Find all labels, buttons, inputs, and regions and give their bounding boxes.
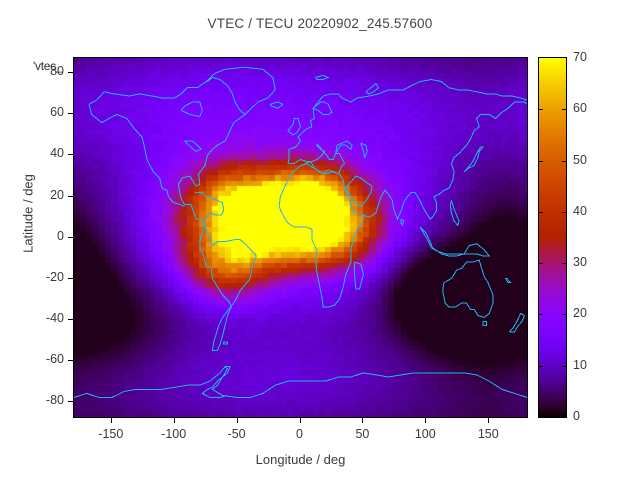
coastline-segment-10	[354, 101, 527, 221]
y-tick-label-20: 20	[50, 187, 64, 202]
y-tick-label--60: -60	[45, 351, 64, 366]
coastline-segment-0	[88, 66, 276, 222]
y-tick-label-80: 80	[50, 64, 64, 79]
coastline-segment-15	[509, 312, 526, 333]
coastline-segment-7	[287, 144, 346, 175]
x-tick-label-150: 150	[477, 427, 499, 441]
coastline-segment-8	[335, 140, 353, 154]
coastline-segment-24	[269, 101, 284, 109]
vtec-heatmap-canvas	[74, 58, 527, 417]
y-tick-label--20: -20	[45, 269, 64, 284]
colorbar-tick-label-50: 50	[573, 152, 587, 167]
y-tick-40	[68, 154, 73, 156]
x-tick-label--50: -50	[227, 427, 246, 441]
colorbar-tick-left-20	[538, 314, 543, 316]
coastline-overlay	[74, 66, 527, 398]
coastline-segment-13	[449, 200, 460, 227]
y-tick-20	[68, 195, 73, 197]
colorbar-tick-label-40: 40	[573, 203, 587, 218]
coastline-segment-21	[184, 140, 202, 152]
y-tick-label-60: 60	[50, 105, 64, 120]
colorbar-tick-left-60	[538, 109, 543, 111]
colorbar-tick-left-30	[538, 263, 543, 265]
y-tick-label--40: -40	[45, 310, 64, 325]
colorbar-tick-right-20	[562, 314, 567, 316]
y-tick-label--80: -80	[45, 392, 64, 407]
colorbar-tick-label-20: 20	[573, 306, 587, 321]
coastline-segment-16	[354, 261, 364, 290]
colorbar-tick-right-40	[562, 211, 567, 213]
coastline-segment-6	[287, 78, 527, 164]
coastline-segment-18	[201, 366, 231, 398]
y-tick--20	[68, 277, 73, 279]
colorbar-tick-label-30: 30	[573, 255, 587, 270]
y-tick-label-0: 0	[57, 228, 64, 243]
colorbar-tick-right-60	[562, 109, 567, 111]
coastline-segment-22	[180, 101, 203, 118]
x-tick-50	[362, 418, 364, 423]
colorbar-tick-right-10	[562, 365, 567, 367]
colorbar-tick-right-30	[562, 263, 567, 265]
y-tick-60	[68, 113, 73, 115]
colorbar-tick-left-50	[538, 160, 543, 162]
coastline-segment-29	[223, 341, 228, 345]
x-tick-label-0: 0	[296, 427, 303, 441]
y-tick-80	[68, 72, 73, 74]
coastline-segment-9	[312, 101, 333, 115]
coastline-segment-30	[482, 321, 488, 327]
colorbar-gradient	[539, 58, 566, 417]
x-tick-0	[299, 418, 301, 423]
coastline-segment-4	[278, 160, 366, 308]
y-tick-0	[68, 236, 73, 238]
colorbar-tick-left-40	[538, 211, 543, 213]
colorbar-tick-right-50	[562, 160, 567, 162]
colorbar-tick-label-0: 0	[573, 409, 580, 423]
y-tick-label-40: 40	[50, 146, 64, 161]
coastline-segment-11	[463, 146, 485, 173]
x-tick--50	[236, 418, 238, 423]
colorbar-tick-label-70: 70	[573, 50, 587, 64]
coastline-segment-17	[74, 365, 527, 398]
x-tick-label--100: -100	[161, 427, 187, 441]
x-tick-label-100: 100	[414, 427, 436, 441]
coastline-segment-3	[199, 220, 258, 351]
colorbar-tick-label-60: 60	[573, 101, 587, 116]
stray-variable-label: 'vtec_	[33, 59, 63, 73]
x-tick-label-50: 50	[355, 427, 370, 441]
x-tick--100	[173, 418, 175, 423]
coastline-segment-19	[194, 191, 225, 220]
coastline-segment-14	[442, 259, 494, 319]
y-tick--80	[68, 400, 73, 402]
coastline-segment-23	[287, 118, 302, 136]
coastline-segment-12	[419, 226, 491, 257]
map-plot-area	[73, 57, 528, 418]
y-tick--60	[68, 359, 73, 361]
coastline-segment-1	[88, 104, 185, 208]
x-axis-title: Longitude / deg	[255, 452, 346, 467]
coastline-segment-27	[315, 74, 330, 80]
colorbar	[538, 57, 567, 418]
y-tick--40	[68, 318, 73, 320]
coastline-segment-25	[400, 218, 405, 227]
x-tick-label--150: -150	[98, 427, 124, 441]
y-axis-title: Latitude / deg	[20, 174, 36, 253]
coastline-segment-20	[360, 142, 368, 160]
x-tick-150	[488, 418, 490, 423]
coastline-segment-26	[365, 82, 380, 95]
x-tick--150	[110, 418, 112, 423]
colorbar-tick-left-10	[538, 365, 543, 367]
figure-title: VTEC / TECU 20220902_245.57600	[207, 16, 433, 31]
coastline-segment-2	[207, 76, 246, 115]
coastline-segment-28	[504, 278, 512, 284]
x-tick-100	[425, 418, 427, 423]
colorbar-tick-label-10: 10	[573, 357, 587, 372]
coastline-segment-5	[344, 175, 373, 208]
